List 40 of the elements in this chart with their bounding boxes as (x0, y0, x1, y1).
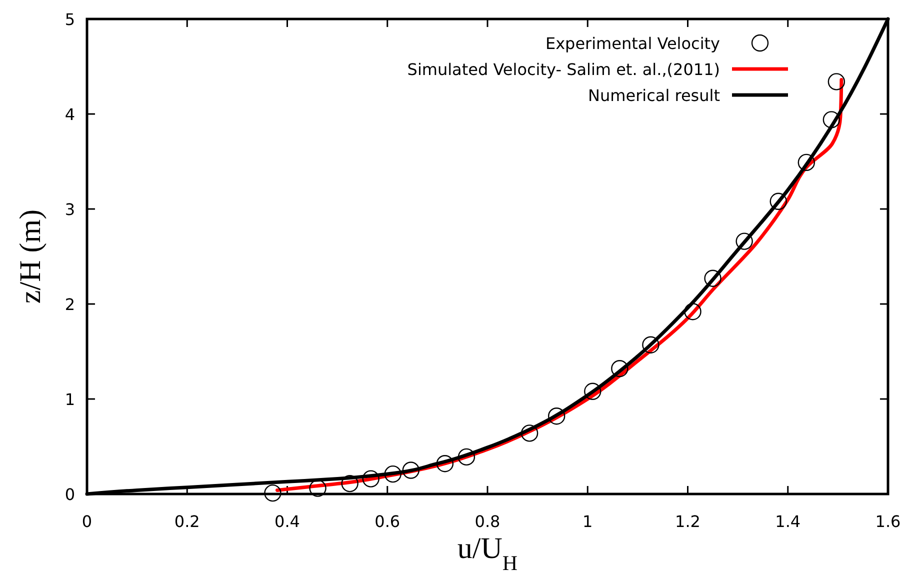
x-tick-label: 0.8 (474, 512, 500, 531)
y-tick-label: 1 (64, 390, 75, 409)
point (309, 480, 326, 497)
point (341, 474, 358, 492)
x-tick-label: 1.4 (775, 512, 801, 531)
x-tick-label: 1.6 (875, 512, 901, 531)
y-tick-label: 5 (64, 10, 75, 29)
point (520, 424, 538, 442)
point (736, 232, 753, 250)
point (822, 111, 840, 128)
point (584, 382, 602, 400)
point (704, 270, 722, 287)
point (798, 154, 815, 172)
point (402, 462, 420, 479)
y-tick-label: 4 (64, 105, 75, 124)
x-tick-label: 1 (582, 512, 593, 531)
point (436, 455, 454, 472)
point (828, 73, 846, 90)
legend-label: Numerical result (588, 86, 720, 105)
point (384, 465, 402, 483)
x-tick-label: 0.4 (274, 512, 300, 531)
point (684, 303, 702, 320)
x-tick-label: 0.2 (174, 512, 200, 531)
x-tick-label: 0.6 (374, 512, 400, 531)
point (264, 484, 282, 502)
y-tick-label: 2 (64, 295, 75, 314)
point (642, 336, 660, 354)
point (362, 470, 380, 488)
legend-label: Simulated Velocity- Salim et. al.,(2011) (407, 60, 720, 79)
x-tick-label: 0 (82, 512, 92, 531)
y-axis-title: z/H (m) (14, 209, 47, 304)
point (548, 408, 566, 425)
y-tick-label: 3 (64, 200, 75, 219)
x-tick-label: 1.2 (675, 512, 700, 531)
point (770, 192, 787, 210)
point (458, 448, 476, 466)
point (611, 360, 628, 378)
x-axis-title: u/U$_{H}$ (457, 532, 518, 575)
y-tick-label: 0 (64, 485, 75, 504)
legend-label: Experimental Velocity (545, 34, 720, 53)
